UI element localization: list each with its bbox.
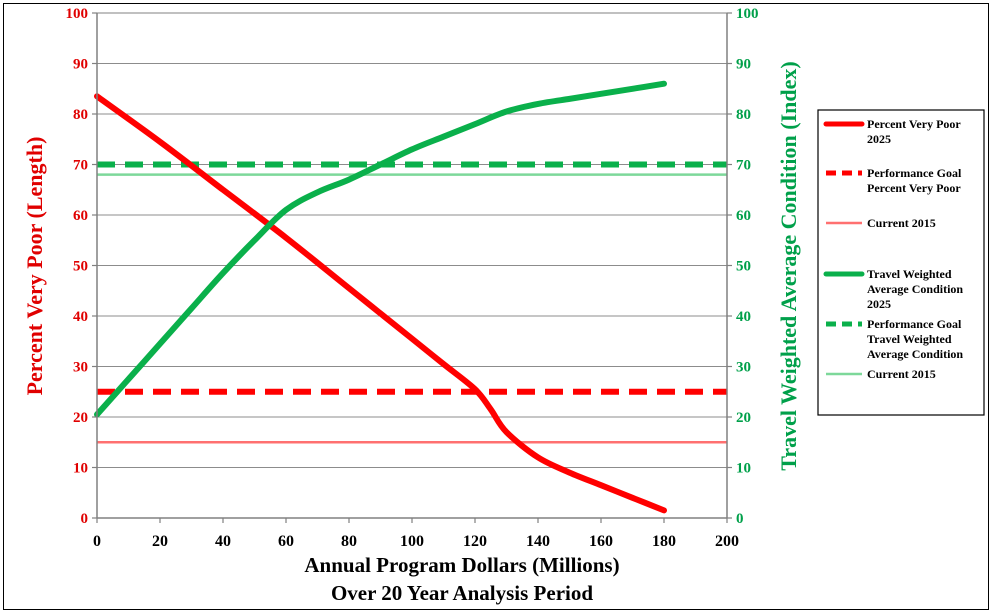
tick-labels: 0 10 20 30 40 50 60 70 80 90 100 0 10 20 30 40 50 60 70 80 9… [66,6,759,550]
x-tick-label: 40 [215,533,231,550]
series-layer [94,80,667,514]
y-right-tick-label: 70 [736,158,751,174]
legend-label: Average Condition [867,282,963,296]
y-left-tick-label: 20 [73,410,88,426]
y-right-tick-label: 80 [736,107,751,123]
x-tick-label: 200 [715,533,739,550]
y-right-tick-label: 10 [736,461,751,477]
x-axis-label-line-2: Over 20 Year Analysis Period [331,581,593,605]
y-left-tick-label: 80 [73,107,88,123]
y-left-tick-label: 50 [73,259,88,275]
x-axis-label-line-1: Annual Program Dollars (Millions) [304,553,619,577]
y-axis-label-right: Travel Weighted Average Condition (Index… [776,61,801,470]
x-tick-label: 180 [652,533,676,550]
y-left-tick-label: 90 [73,57,88,73]
y-axis-label-left: Percent Very Poor (Length) [22,137,47,396]
y-right-tick-label: 30 [736,360,751,376]
y-right-tick-label: 20 [736,410,751,426]
chart-frame [3,3,989,610]
legend-label: Performance Goal [867,317,962,331]
x-tick-label: 80 [341,533,357,550]
series-travel-weighted-condition-2025 [94,80,667,418]
legend-box [817,109,985,416]
y-left-tick-label: 70 [73,158,88,174]
y-left-tick-label: 10 [73,461,88,477]
x-tick-label: 60 [278,533,294,550]
legend-label: 2025 [867,132,891,146]
y-right-tick-label: 90 [736,57,751,73]
legend-label: Percent Very Poor [867,181,961,195]
y-right-tick-label: 0 [736,511,744,527]
y-right-tick-label: 60 [736,208,751,224]
y-left-tick-label: 60 [73,208,88,224]
y-left-tick-label: 100 [66,6,89,22]
x-tick-label: 20 [152,533,168,550]
legend-label: Current 2015 [867,367,936,381]
legend-label: Travel Weighted [867,267,952,281]
legend-label: 2025 [867,297,891,311]
x-tick-label: 160 [589,533,613,550]
y-right-tick-label: 40 [736,309,751,325]
legend-label: Travel Weighted [867,332,952,346]
y-right-tick-label: 100 [736,6,759,22]
x-tick-label: 0 [93,533,101,550]
y-left-tick-label: 40 [73,309,88,325]
x-tick-label: 140 [526,533,550,550]
y-left-tick-label: 0 [81,511,89,527]
y-left-tick-label: 30 [73,360,88,376]
x-tick-label: 100 [400,533,424,550]
axes-layer [92,12,732,523]
x-tick-label: 120 [463,533,487,550]
reference-lines [97,161,727,444]
legend-label: Current 2015 [867,216,936,230]
y-right-tick-label: 50 [736,259,751,275]
legend-label: Performance Goal [867,166,962,180]
legend-label: Average Condition [867,347,963,361]
legend-label: Percent Very Poor [867,117,961,131]
series-percent-very-poor-2025 [94,93,667,514]
